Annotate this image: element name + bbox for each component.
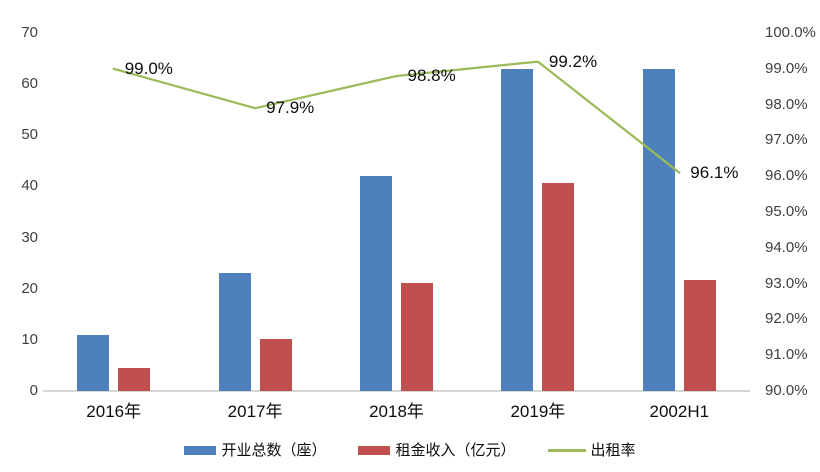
bar-openings-2017年 bbox=[218, 273, 251, 391]
line-point-label-2017年: 97.9% bbox=[266, 98, 315, 118]
bar-rent-2017年 bbox=[259, 338, 292, 391]
left-axis-tick: 10 bbox=[21, 330, 38, 348]
left-axis-tick: 50 bbox=[21, 126, 38, 144]
left-axis-tick: 30 bbox=[21, 228, 38, 246]
legend-item-occupancy: 出租率 bbox=[547, 441, 636, 460]
right-axis-tick: 95.0% bbox=[765, 203, 808, 220]
bar-rent-2002H1 bbox=[683, 280, 716, 391]
right-axis-tick: 94.0% bbox=[765, 238, 808, 256]
line-point-label-2019年: 99.2% bbox=[548, 51, 598, 71]
bar-openings-2002H1 bbox=[642, 68, 675, 391]
legend-label-openings: 开业总数（座） bbox=[221, 442, 327, 459]
bar-rent-2019年 bbox=[542, 182, 575, 391]
legend: 开业总数（座） 租金收入（亿元） 出租率 bbox=[0, 441, 820, 460]
right-axis-tick: 91.0% bbox=[765, 346, 808, 364]
line-point-label-2002H1: 96.1% bbox=[690, 162, 739, 182]
right-axis-tick: 98.0% bbox=[765, 95, 808, 113]
bar-openings-2019年 bbox=[501, 68, 534, 391]
bar-openings-2016年 bbox=[77, 334, 110, 391]
right-axis-tick: 97.0% bbox=[765, 131, 808, 149]
occupancy-polyline bbox=[112, 60, 681, 174]
left-axis-tick: 20 bbox=[21, 279, 38, 297]
bar-rent-2016年 bbox=[118, 368, 151, 391]
legend-item-openings: 开业总数（座） bbox=[184, 441, 326, 460]
right-axis-tick: 90.0% bbox=[765, 382, 808, 399]
category-label: 2016年 bbox=[86, 402, 142, 421]
legend-label-occupancy: 出租率 bbox=[590, 442, 636, 459]
right-axis-tick: 92.0% bbox=[765, 310, 808, 328]
legend-swatch-openings bbox=[184, 446, 217, 455]
bar-rent-2018年 bbox=[401, 282, 433, 391]
category-label: 2017年 bbox=[227, 402, 283, 421]
right-axis-tick: 96.0% bbox=[765, 167, 808, 185]
bar-openings-2018年 bbox=[360, 176, 392, 391]
left-axis-tick: 60 bbox=[21, 75, 38, 93]
left-axis-tick: 40 bbox=[21, 177, 38, 195]
right-axis-tick: 93.0% bbox=[765, 274, 808, 292]
line-point-label-2018年: 98.8% bbox=[407, 65, 456, 85]
right-axis-tick: 100.0% bbox=[765, 24, 816, 41]
category-label: 2019年 bbox=[510, 402, 566, 421]
legend-swatch-rent bbox=[358, 446, 391, 455]
right-axis-tick: 99.0% bbox=[765, 59, 808, 77]
x-axis-baseline bbox=[43, 390, 750, 392]
left-axis-tick: 70 bbox=[21, 24, 38, 41]
legend-label-rent: 租金收入（亿元） bbox=[395, 442, 516, 459]
category-label: 2002H1 bbox=[649, 402, 710, 421]
category-label: 2018年 bbox=[369, 402, 424, 421]
left-axis-tick: 0 bbox=[29, 382, 38, 399]
line-point-label-2016年: 99.0% bbox=[124, 58, 173, 78]
legend-item-rent: 租金收入（亿元） bbox=[358, 441, 516, 460]
legend-line-occupancy bbox=[547, 449, 586, 452]
